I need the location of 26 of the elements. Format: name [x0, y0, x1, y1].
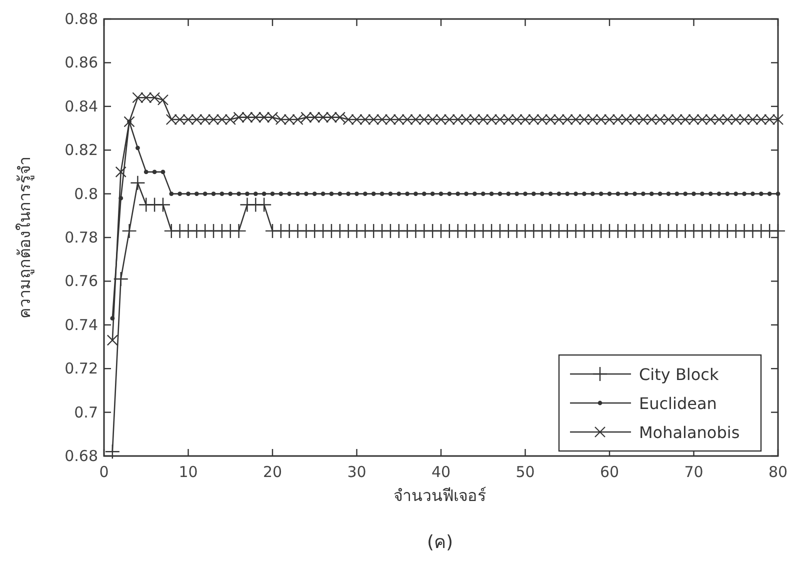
y-tick-label: 0.84 — [64, 97, 98, 116]
x-tick-label: 70 — [684, 463, 704, 481]
x-axis-title: จำนวนฟีเจอร์ — [394, 486, 486, 505]
x-tick-label: 20 — [262, 463, 282, 481]
y-tick-label: 0.76 — [64, 272, 98, 290]
y-tick-label: 0.72 — [64, 360, 98, 378]
x-tick-label: 40 — [431, 463, 451, 481]
legend-label: City Block — [639, 365, 720, 384]
x-tick-label: 50 — [516, 463, 535, 481]
y-tick-label: 0.86 — [64, 54, 98, 72]
legend-label: Mohalanobis — [639, 423, 740, 442]
x-tick-label: 0 — [99, 463, 109, 481]
legend-label: Euclidean — [639, 394, 717, 413]
x-tick-label: 60 — [600, 463, 620, 481]
x-tick-label: 30 — [347, 463, 366, 481]
y-tick-label: 0.78 — [64, 228, 98, 246]
y-tick-label: 0.8 — [74, 184, 98, 203]
x-tick-label: 10 — [178, 463, 198, 481]
y-axis-title: ความถูกต้องในการรู้จำ — [15, 156, 35, 318]
x-tick-label: 80 — [768, 463, 788, 481]
y-tick-label: 0.82 — [64, 141, 98, 160]
y-tick-label: 0.7 — [74, 403, 98, 422]
y-tick-label: 0.74 — [64, 316, 98, 334]
text: (ค) — [426, 532, 454, 553]
y-tick-label: 0.68 — [64, 447, 98, 465]
y-tick-label: 0.88 — [64, 10, 98, 28]
